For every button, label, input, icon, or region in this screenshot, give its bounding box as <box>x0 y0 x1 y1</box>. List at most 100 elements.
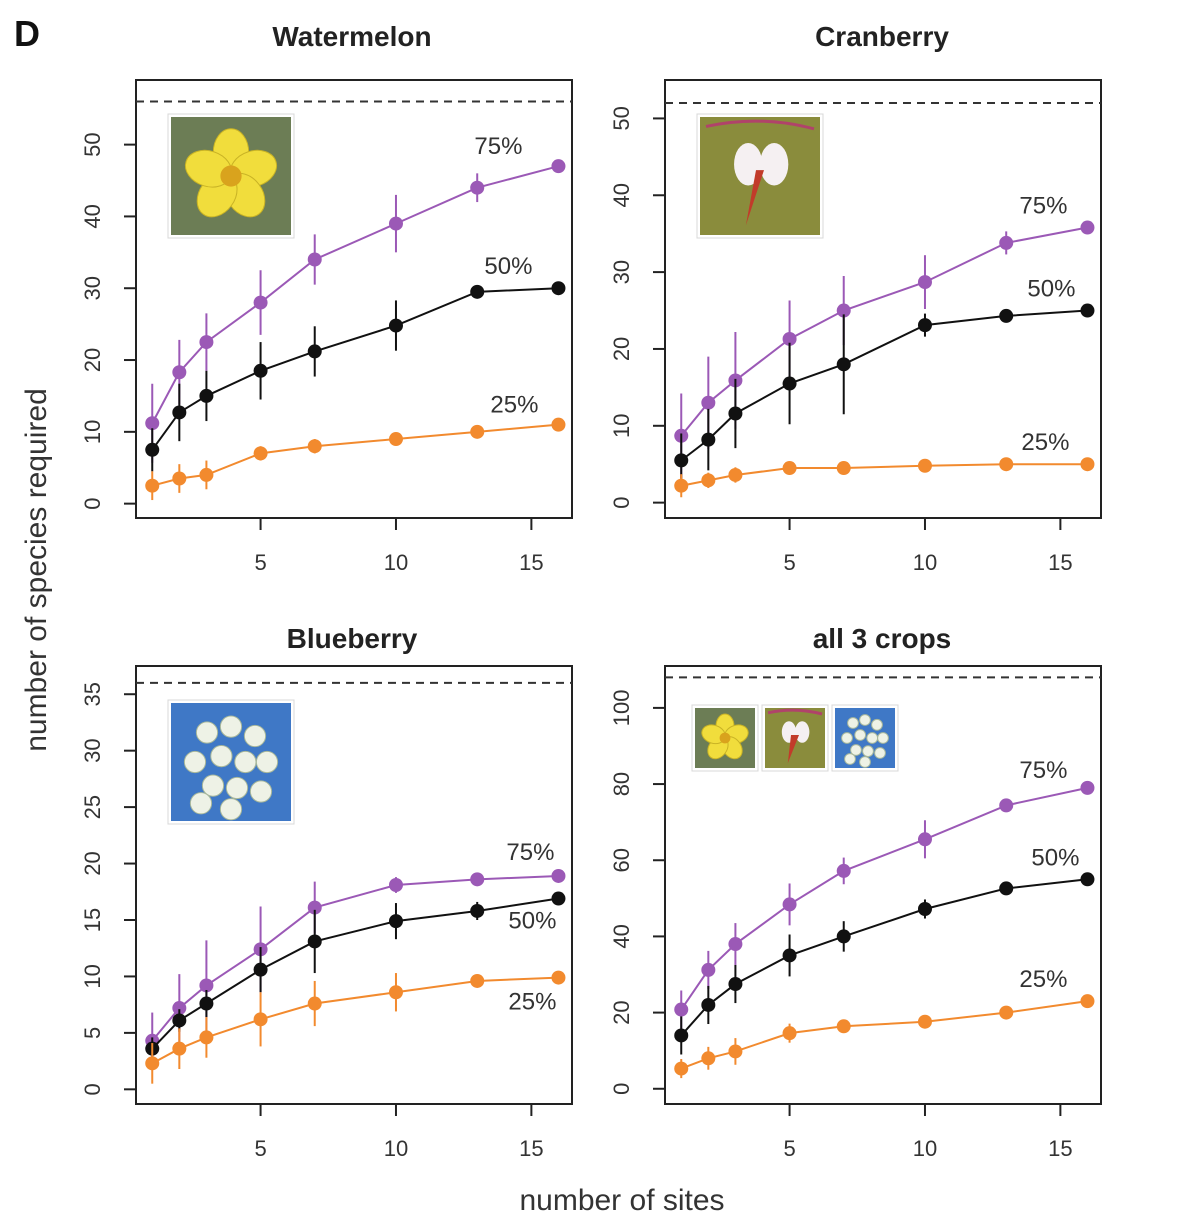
data-point <box>674 1061 689 1076</box>
data-point <box>199 978 214 993</box>
series-line <box>680 878 1088 1037</box>
y-tick-label: 35 <box>80 682 105 706</box>
data-point <box>551 970 566 985</box>
blueberry-flower-icon <box>167 699 295 825</box>
series-50pct: 50% <box>674 844 1095 1055</box>
data-point <box>470 903 485 918</box>
panel-3: all 3 crops 5 10 15 0 20 40 60 80 100 75% 50% 25% <box>609 623 1102 1161</box>
data-point <box>728 467 743 482</box>
data-point <box>1080 303 1095 318</box>
data-point <box>701 997 716 1012</box>
series-50pct: 50% <box>674 276 1095 488</box>
data-point <box>917 318 932 333</box>
panel-title: Watermelon <box>272 21 431 52</box>
data-point <box>551 417 566 432</box>
x-tick-label: 10 <box>384 550 408 575</box>
data-point <box>551 281 566 296</box>
y-tick-label: 0 <box>609 497 634 509</box>
x-tick-label: 5 <box>254 550 266 575</box>
series-line <box>680 226 1088 437</box>
y-tick-label: 80 <box>609 772 634 796</box>
panel-2: Blueberry 5 10 15 0 5 10 15 20 25 30 35 75% 50% 25% <box>80 623 573 1161</box>
series-label: 50% <box>508 908 556 935</box>
data-point <box>674 1028 689 1043</box>
data-point <box>701 395 716 410</box>
series-25pct: 25% <box>145 970 566 1084</box>
y-tick-label: 100 <box>609 690 634 727</box>
data-point <box>999 457 1014 472</box>
data-point <box>1080 220 1095 235</box>
x-tick-label: 5 <box>783 1136 795 1161</box>
data-point <box>253 295 268 310</box>
series-label: 25% <box>1021 429 1069 456</box>
y-axis-label: number of species required <box>20 388 53 752</box>
series-line <box>151 874 559 1042</box>
data-point <box>836 461 851 476</box>
series-label: 50% <box>1027 276 1075 303</box>
y-tick-label: 60 <box>609 848 634 872</box>
plot-frame <box>135 79 573 519</box>
y-tick-label: 10 <box>80 964 105 988</box>
x-tick-label: 15 <box>519 550 543 575</box>
data-point <box>836 929 851 944</box>
data-point <box>917 832 932 847</box>
panel-0: Watermelon 5 10 15 0 10 20 30 40 50 75% 50% 25% <box>80 21 573 575</box>
data-point <box>999 1005 1014 1020</box>
y-tick-label: 40 <box>80 204 105 228</box>
data-point <box>836 303 851 318</box>
data-point <box>674 478 689 493</box>
x-tick-label: 15 <box>1048 1136 1072 1161</box>
data-point <box>172 471 187 486</box>
plot-frame <box>664 665 1102 1105</box>
y-tick-label: 50 <box>80 132 105 156</box>
y-tick-label: 20 <box>80 851 105 875</box>
data-point <box>253 363 268 378</box>
x-tick-label: 10 <box>913 1136 937 1161</box>
cranberry-flower-icon <box>761 704 829 772</box>
panel-title: Blueberry <box>287 623 418 654</box>
data-point <box>782 897 797 912</box>
data-point <box>470 872 485 887</box>
x-tick-label: 15 <box>1048 550 1072 575</box>
data-point <box>307 996 322 1011</box>
data-point <box>388 216 403 231</box>
data-point <box>199 335 214 350</box>
data-point <box>917 458 932 473</box>
data-point <box>782 376 797 391</box>
x-tick-label: 15 <box>519 1136 543 1161</box>
data-point <box>307 344 322 359</box>
y-tick-label: 0 <box>80 1083 105 1095</box>
data-point <box>701 432 716 447</box>
data-point <box>782 948 797 963</box>
x-tick-label: 10 <box>384 1136 408 1161</box>
data-point <box>145 442 160 457</box>
x-tick-label: 10 <box>913 550 937 575</box>
data-point <box>701 1051 716 1066</box>
series-line <box>151 287 559 451</box>
cranberry-flower-icon <box>696 113 824 239</box>
data-point <box>701 962 716 977</box>
x-tick-label: 5 <box>783 550 795 575</box>
panel-1: Cranberry 5 10 15 0 10 20 30 40 50 75% 50% 25% <box>609 21 1102 575</box>
x-axis-label: number of sites <box>519 1184 724 1217</box>
y-tick-label: 20 <box>609 337 634 361</box>
data-point <box>307 439 322 454</box>
y-tick-label: 50 <box>609 106 634 130</box>
data-point <box>1080 780 1095 795</box>
series-label: 50% <box>1031 844 1079 871</box>
series-75pct: 75% <box>145 133 566 463</box>
blueberry-flower-icon <box>831 704 899 772</box>
series-label: 75% <box>506 839 554 866</box>
plot-frame <box>135 665 573 1105</box>
data-point <box>728 937 743 952</box>
data-point <box>551 891 566 906</box>
data-point <box>1080 994 1095 1009</box>
x-tick-label: 5 <box>254 1136 266 1161</box>
series-line <box>680 1000 1088 1070</box>
series-line <box>151 976 559 1065</box>
data-point <box>307 900 322 915</box>
series-label: 25% <box>508 989 556 1016</box>
series-25pct: 25% <box>674 966 1095 1079</box>
data-point <box>172 1041 187 1056</box>
data-point <box>701 473 716 488</box>
